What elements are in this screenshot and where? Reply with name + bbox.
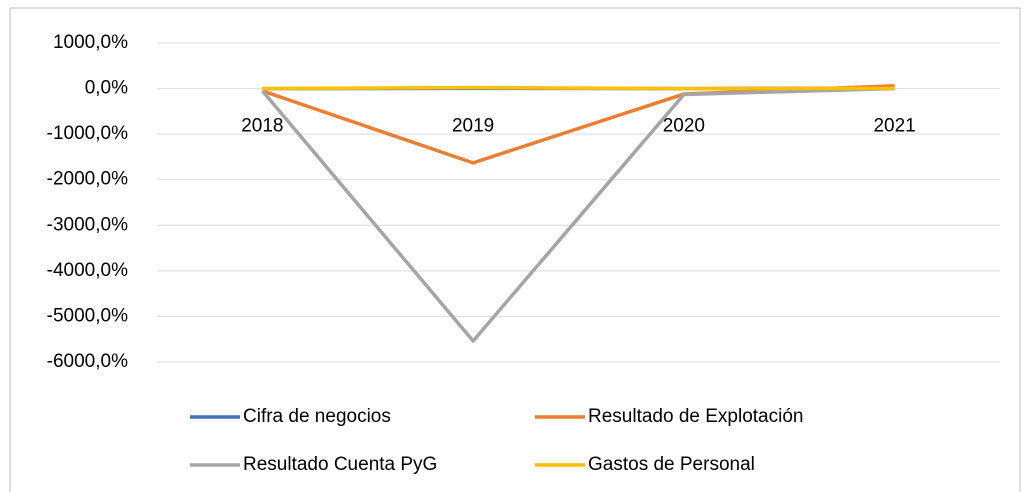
y-tick-label: -4000,0% xyxy=(47,260,128,281)
legend-label: Gastos de Personal xyxy=(588,454,755,475)
chart-border xyxy=(9,7,1021,492)
y-tick-label: -1000,0% xyxy=(47,123,128,144)
y-tick-label: -6000,0% xyxy=(47,351,128,372)
y-tick-label: -3000,0% xyxy=(47,214,128,235)
legend-label: Resultado Cuenta PyG xyxy=(243,454,437,475)
legend-label: Cifra de negocios xyxy=(243,406,391,427)
x-tick-label: 2018 xyxy=(241,116,283,137)
y-tick-label: -2000,0% xyxy=(47,169,128,190)
x-tick-label: 2019 xyxy=(452,116,494,137)
legend-label: Resultado de Explotación xyxy=(588,406,803,427)
x-tick-label: 2020 xyxy=(663,116,705,137)
series-line xyxy=(262,85,895,91)
x-tick-label: 2021 xyxy=(873,116,915,137)
y-tick-label: -5000,0% xyxy=(47,305,128,326)
series-line xyxy=(261,86,895,343)
y-tick-label: 1000,0% xyxy=(53,32,128,53)
y-tick-label: 0,0% xyxy=(85,78,128,99)
